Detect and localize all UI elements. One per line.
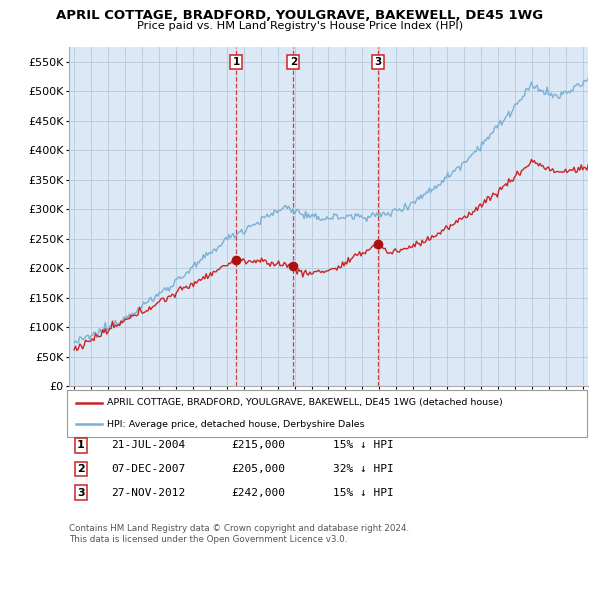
Text: £205,000: £205,000 [231, 464, 285, 474]
Text: APRIL COTTAGE, BRADFORD, YOULGRAVE, BAKEWELL, DE45 1WG: APRIL COTTAGE, BRADFORD, YOULGRAVE, BAKE… [56, 9, 544, 22]
Text: £215,000: £215,000 [231, 441, 285, 450]
Text: 15% ↓ HPI: 15% ↓ HPI [333, 441, 394, 450]
Text: APRIL COTTAGE, BRADFORD, YOULGRAVE, BAKEWELL, DE45 1WG (detached house): APRIL COTTAGE, BRADFORD, YOULGRAVE, BAKE… [107, 398, 503, 408]
Text: 15% ↓ HPI: 15% ↓ HPI [333, 488, 394, 497]
Text: 2: 2 [77, 464, 85, 474]
Text: HPI: Average price, detached house, Derbyshire Dales: HPI: Average price, detached house, Derb… [107, 419, 364, 429]
Text: Contains HM Land Registry data © Crown copyright and database right 2024.: Contains HM Land Registry data © Crown c… [69, 524, 409, 533]
Text: Price paid vs. HM Land Registry's House Price Index (HPI): Price paid vs. HM Land Registry's House … [137, 21, 463, 31]
Text: 1: 1 [232, 57, 239, 67]
Text: 1: 1 [77, 441, 85, 450]
Text: 27-NOV-2012: 27-NOV-2012 [111, 488, 185, 497]
Text: 3: 3 [374, 57, 382, 67]
Text: 07-DEC-2007: 07-DEC-2007 [111, 464, 185, 474]
Text: 3: 3 [77, 488, 85, 497]
Text: 32% ↓ HPI: 32% ↓ HPI [333, 464, 394, 474]
Text: This data is licensed under the Open Government Licence v3.0.: This data is licensed under the Open Gov… [69, 535, 347, 543]
Text: £242,000: £242,000 [231, 488, 285, 497]
Text: 21-JUL-2004: 21-JUL-2004 [111, 441, 185, 450]
Text: 2: 2 [290, 57, 297, 67]
